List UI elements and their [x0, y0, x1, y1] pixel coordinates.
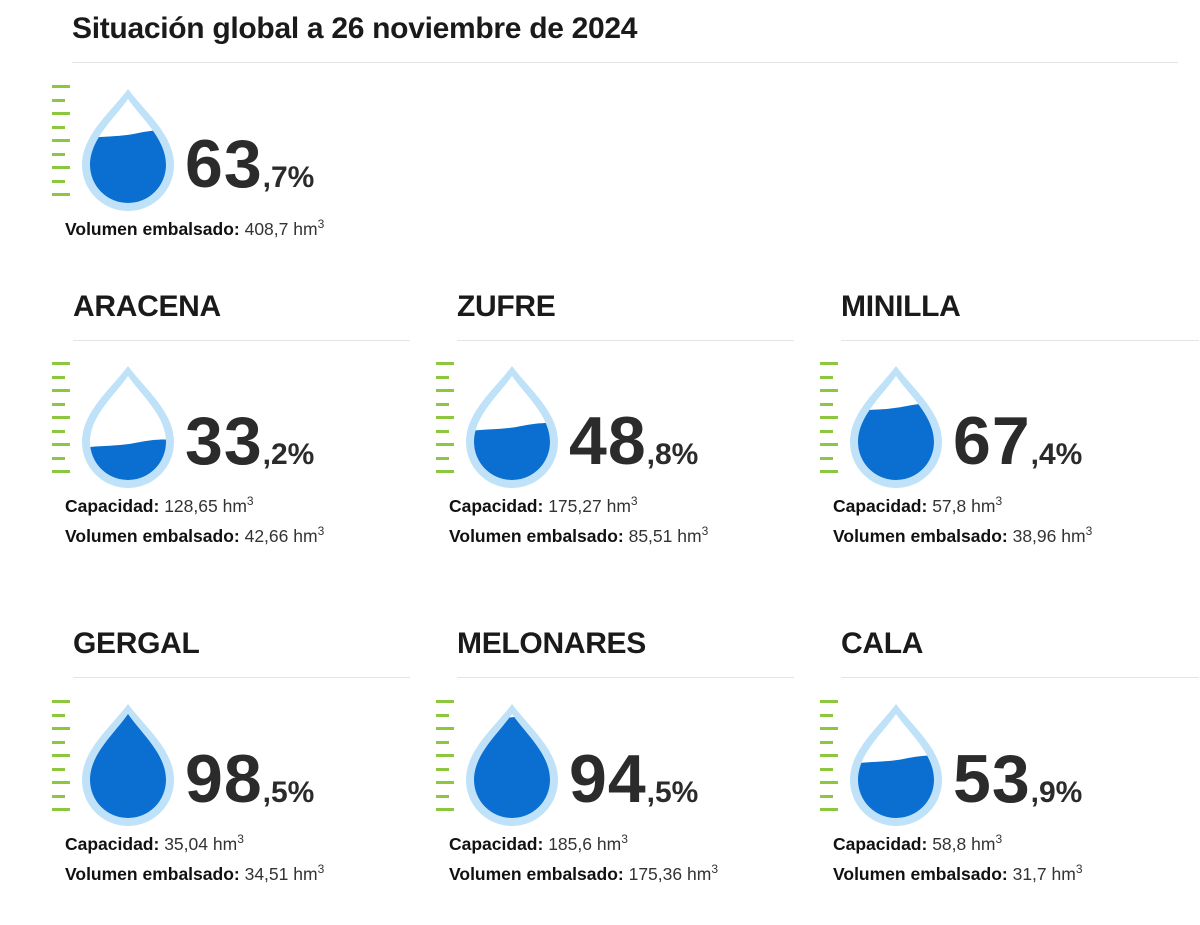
reservoir-gauge: 67,4% Capacidad: 57,8 hm3 Volumen embalsad…	[820, 362, 1200, 562]
reservoir-divider	[841, 677, 1199, 678]
water-drop-icon	[82, 89, 174, 211]
volume-line: Volumen embalsado: 42,66 hm3	[65, 524, 325, 546]
water-drop-icon	[82, 366, 174, 488]
percent-value: 98,5%	[185, 741, 315, 817]
level-scale	[52, 85, 72, 207]
percent-value: 33,2%	[185, 403, 315, 479]
reservoir-gauge: 98,5% Capacidad: 35,04 hm3 Volumen embalsa…	[52, 700, 432, 900]
reservoir-name: ARACENA	[73, 290, 221, 323]
page-title: Situación global a 26 noviembre de 2024	[72, 12, 638, 45]
capacity-line: Capacidad: 128,65 hm3	[65, 494, 254, 516]
water-drop-icon	[850, 704, 942, 826]
percent-value: 63,7%	[185, 126, 315, 202]
water-level	[858, 403, 934, 480]
reservoir-divider	[457, 340, 794, 341]
water-drop-icon	[466, 366, 558, 488]
reservoir-name: GERGAL	[73, 627, 200, 660]
percent-value: 48,8%	[569, 403, 699, 479]
level-scale	[820, 700, 840, 822]
level-scale	[52, 700, 72, 822]
reservoir-name: MINILLA	[841, 290, 961, 323]
reservoir-gauge: 48,8% Capacidad: 175,27 hm3 Volumen embals…	[436, 362, 816, 562]
water-level	[90, 130, 166, 203]
capacity-line: Capacidad: 35,04 hm3	[65, 832, 244, 854]
volume-line: Volumen embalsado: 408,7 hm3	[65, 217, 325, 239]
title-divider	[72, 62, 1178, 63]
volume-line: Volumen embalsado: 175,36 hm3	[449, 862, 718, 884]
volume-line: Volumen embalsado: 38,96 hm3	[833, 524, 1093, 546]
level-scale	[52, 362, 72, 484]
capacity-line: Capacidad: 175,27 hm3	[449, 494, 638, 516]
reservoir-gauge: 94,5% Capacidad: 185,6 hm3 Volumen embalsa…	[436, 700, 816, 900]
capacity-line: Capacidad: 185,6 hm3	[449, 832, 628, 854]
reservoir-divider	[457, 677, 794, 678]
water-drop-icon	[82, 704, 174, 826]
volume-line: Volumen embalsado: 34,51 hm3	[65, 862, 325, 884]
reservoir-gauge: 53,9% Capacidad: 58,8 hm3 Volumen embalsad…	[820, 700, 1200, 900]
level-scale	[436, 362, 456, 484]
level-scale	[820, 362, 840, 484]
percent-value: 53,9%	[953, 741, 1083, 817]
percent-value: 67,4%	[953, 403, 1083, 479]
water-level	[474, 714, 550, 818]
reservoir-gauge: 33,2% Capacidad: 128,65 hm3 Volumen embals…	[52, 362, 432, 562]
reservoir-name: MELONARES	[457, 627, 646, 660]
reservoir-divider	[73, 340, 410, 341]
reservoir-gauge: 63,7% Volumen embalsado: 408,7 hm3	[52, 85, 432, 285]
percent-value: 94,5%	[569, 741, 699, 817]
reservoir-divider	[841, 340, 1199, 341]
reservoir-divider	[73, 677, 410, 678]
capacity-line: Capacidad: 57,8 hm3	[833, 494, 1003, 516]
water-drop-icon	[850, 366, 942, 488]
volume-line: Volumen embalsado: 31,7 hm3	[833, 862, 1083, 884]
capacity-line: Capacidad: 58,8 hm3	[833, 832, 1003, 854]
reservoir-name: ZUFRE	[457, 290, 556, 323]
volume-line: Volumen embalsado: 85,51 hm3	[449, 524, 709, 546]
water-drop-icon	[466, 704, 558, 826]
level-scale	[436, 700, 456, 822]
reservoir-name: CALA	[841, 627, 924, 660]
